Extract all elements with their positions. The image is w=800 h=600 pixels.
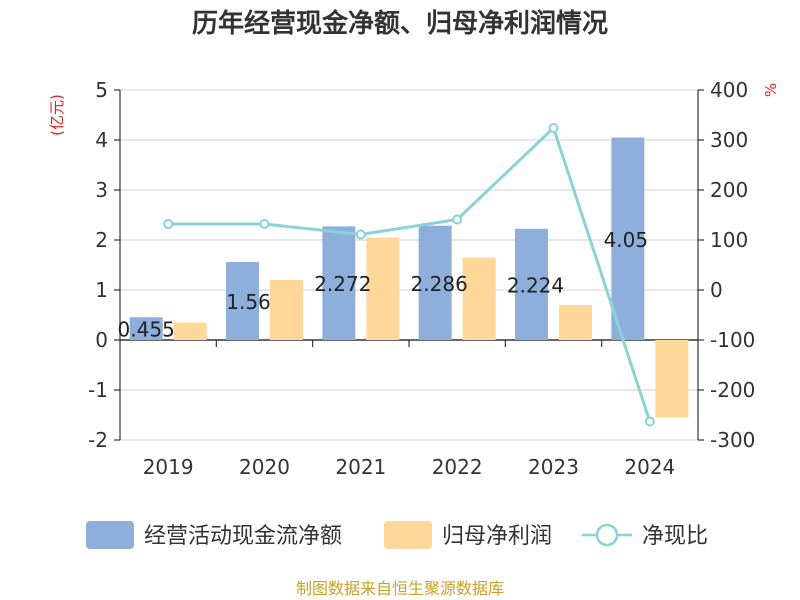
bar-cashflow (226, 262, 259, 340)
line-marker (163, 219, 174, 229)
right-tick-label: 400 (710, 78, 748, 102)
right-tick-label: 0 (710, 278, 723, 302)
left-axis-unit: (亿元) (48, 94, 66, 136)
x-tick-label: 2020 (239, 455, 290, 479)
line-marker (355, 229, 366, 240)
x-tick-label: 2021 (335, 455, 386, 479)
axes (114, 89, 704, 441)
tick-labels: 5 4 3 2 1 0 -1 -2 400 300 200 100 0 -100 -200 -300 2019 2… (88, 78, 755, 479)
bar-data-label: 2.272 (314, 272, 371, 296)
bar-cashflow (322, 226, 356, 340)
left-tick-label: 0 (95, 328, 108, 352)
line-path (168, 125, 652, 422)
bar-cashflow (611, 137, 645, 340)
left-tick-label: 5 (95, 78, 108, 102)
bar-netprofit (366, 237, 400, 340)
line-marker (452, 214, 463, 225)
bar-cashflow (418, 225, 452, 340)
bar-data-label: 0.455 (118, 318, 175, 342)
x-tick-label: 2023 (528, 455, 579, 479)
bar-group (129, 137, 689, 418)
legend-swatch-ratio-marker (595, 523, 619, 547)
right-tick-label: 200 (710, 178, 748, 202)
right-tick-label: 100 (710, 228, 748, 252)
bar-netprofit (655, 340, 689, 418)
bar-netprofit (462, 257, 496, 340)
line-marker (644, 416, 655, 427)
x-tick-label: 2022 (432, 455, 483, 479)
legend-label-netprofit: 归母净利润 (442, 524, 552, 549)
left-tick-label: -1 (88, 378, 108, 402)
line-marker (548, 123, 559, 133)
bar-cashflow (129, 317, 163, 340)
legend-swatch-netprofit (384, 521, 432, 549)
chart-title: 历年经营现金净额、归母净利润情况 (192, 8, 608, 39)
x-tick-label: 2024 (624, 455, 675, 479)
bar-data-label: 2.286 (411, 272, 468, 296)
right-tick-label: -100 (710, 328, 755, 352)
legend-swatch-cashflow (86, 521, 134, 549)
left-tick-label: 2 (95, 228, 108, 252)
legend: 经营活动现金流净额 归母净利润 净现比 (86, 521, 708, 549)
left-tick-label: 1 (95, 278, 108, 302)
left-tick-label: 4 (95, 128, 108, 152)
bar-data-label: 2.224 (507, 273, 564, 297)
x-tick-label: 2019 (143, 455, 194, 479)
right-axis-unit: % (762, 83, 780, 97)
right-tick-label: 300 (710, 128, 748, 152)
legend-label-ratio: 净现比 (642, 524, 708, 549)
source-note: 制图数据来自恒生聚源数据库 (296, 579, 504, 598)
left-tick-label: 3 (95, 178, 108, 202)
line-series (163, 123, 655, 427)
right-tick-label: -300 (710, 428, 755, 452)
bar-netprofit (173, 322, 207, 340)
gridlines (120, 89, 698, 441)
bar-cashflow (515, 228, 548, 340)
legend-label-cashflow: 经营活动现金流净额 (144, 524, 342, 549)
bar-netprofit (559, 305, 592, 340)
line-marker (259, 219, 270, 229)
bar-data-label: 4.05 (604, 228, 649, 252)
bar-data-label: 1.56 (226, 290, 271, 314)
bar-netprofit (270, 280, 303, 340)
left-tick-label: -2 (88, 428, 108, 452)
right-tick-label: -200 (710, 378, 755, 402)
